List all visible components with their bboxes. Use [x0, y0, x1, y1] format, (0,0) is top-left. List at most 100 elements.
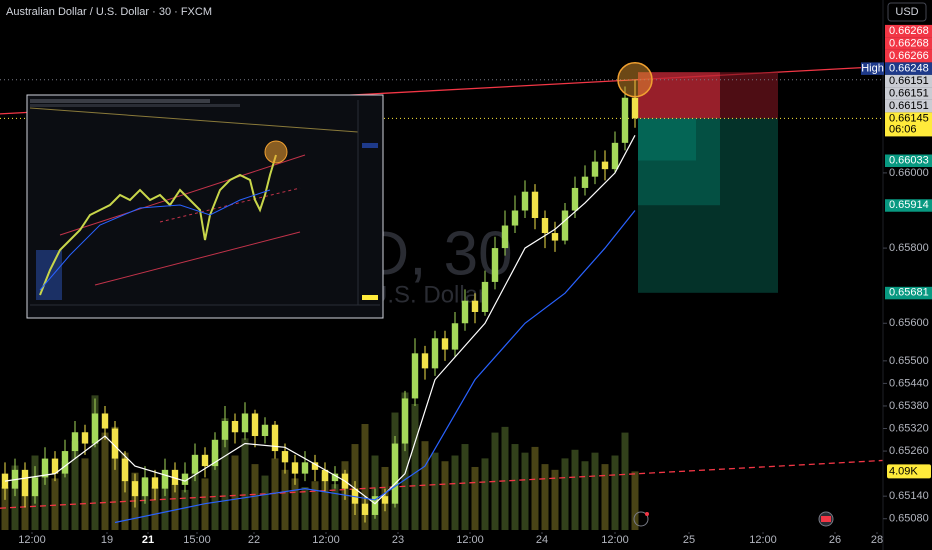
candle-body — [171, 469, 179, 485]
x-tick-label: 12:00 — [18, 534, 46, 546]
volume-bar — [91, 395, 99, 530]
candle-body — [481, 281, 489, 312]
candle-body — [41, 458, 49, 478]
currency: USD — [895, 6, 918, 18]
volume-bar — [51, 478, 59, 530]
price-label-box — [885, 99, 932, 113]
volume-bar — [581, 461, 589, 530]
x-tick-label: 23 — [392, 534, 404, 546]
candle-body — [321, 469, 329, 482]
inset-image — [26, 94, 384, 319]
alert-dot — [645, 512, 649, 516]
volume-bar — [141, 478, 149, 530]
y-tick-label: 0.65600 — [889, 317, 929, 329]
volume-bar — [631, 471, 639, 530]
candle-body — [401, 398, 409, 444]
volume-bar — [211, 449, 219, 530]
price-label-box — [885, 286, 932, 300]
candle-body — [371, 496, 379, 515]
price-label: 0.66268 — [889, 25, 929, 37]
price-label: 0.66145 — [889, 112, 929, 124]
candle-body — [591, 161, 599, 177]
volume-bar — [591, 452, 599, 530]
candle-body — [411, 353, 419, 399]
inset-ma — [39, 189, 271, 291]
volume-label: 4.09K — [889, 465, 918, 477]
target-zone-partial — [638, 118, 720, 206]
candle-body — [561, 210, 569, 241]
high-tag-box — [861, 62, 884, 75]
inset-line — [29, 107, 359, 133]
price-label-box — [885, 87, 932, 100]
inset-tag — [362, 143, 378, 148]
y-tick-label: 0.65140 — [889, 490, 929, 502]
candle-body — [161, 469, 169, 489]
volume-bar — [231, 455, 239, 530]
volume-bar — [531, 446, 539, 530]
volume-bar — [291, 478, 299, 530]
candle-body — [621, 97, 629, 143]
candle-body — [61, 451, 69, 474]
x-tick-label: 22 — [248, 534, 260, 546]
candle-body — [231, 420, 239, 433]
candle-body — [111, 428, 119, 459]
x-tick-label: 24 — [536, 534, 548, 546]
candle-body — [581, 176, 589, 188]
price-label-box — [885, 199, 932, 212]
price-label: 0.66266 — [889, 50, 929, 62]
volume-bar — [261, 475, 269, 530]
x-tick-label: 12:00 — [312, 534, 340, 546]
candle-body — [71, 432, 79, 452]
x-tick-label: 28 — [871, 534, 883, 546]
target-zone-partial — [638, 118, 696, 161]
candle-body — [271, 424, 279, 452]
candle-body — [361, 503, 369, 515]
price-label: 0.66151 — [889, 75, 929, 87]
y-tick-label: 0.65260 — [889, 445, 929, 457]
volume-bar — [561, 458, 569, 530]
candle-body — [81, 432, 89, 444]
volume-bar — [271, 458, 279, 530]
currency-button[interactable] — [887, 2, 927, 22]
price-label-box — [885, 74, 932, 88]
price-label: 0.66151 — [889, 87, 929, 99]
alert-icon[interactable] — [633, 511, 649, 527]
volume-label-box — [887, 464, 931, 479]
x-tick-label: 25 — [683, 534, 695, 546]
volume-bar — [321, 472, 329, 530]
volume-bar — [251, 464, 259, 530]
candle-body — [421, 353, 429, 369]
volume-bar — [191, 469, 199, 530]
candle-body — [91, 413, 99, 444]
volume-bar — [431, 452, 439, 530]
chart-title: Australian Dollar / U.S. Dollar · 30 · F… — [6, 6, 212, 18]
volume-bar — [111, 426, 119, 530]
volume-bar — [171, 484, 179, 530]
volume-bar — [161, 475, 169, 530]
volume-bar — [331, 484, 339, 530]
volume-bar — [501, 426, 509, 530]
y-tick-label: 0.65080 — [889, 513, 929, 525]
candle-body — [461, 300, 469, 324]
volume-bar — [571, 449, 579, 530]
inset-price — [39, 154, 277, 296]
inset-header — [30, 104, 240, 107]
price-label-box — [885, 24, 932, 38]
candle-body — [511, 210, 519, 226]
flag-icon-part — [821, 516, 831, 522]
candle-body — [131, 481, 139, 497]
volume-bar — [611, 455, 619, 530]
y-tick-label: 0.65500 — [889, 355, 929, 367]
price-label-box — [885, 112, 932, 137]
candle-body — [281, 451, 289, 463]
candle-body — [151, 477, 159, 489]
price-label: 0.65914 — [889, 199, 929, 211]
candle-body — [51, 458, 59, 474]
candle-body — [381, 496, 389, 504]
candle-body — [301, 462, 309, 474]
volume-bar — [61, 461, 69, 530]
inset-circle — [264, 140, 288, 164]
volume-bar — [221, 418, 229, 530]
candle-body — [541, 218, 549, 234]
